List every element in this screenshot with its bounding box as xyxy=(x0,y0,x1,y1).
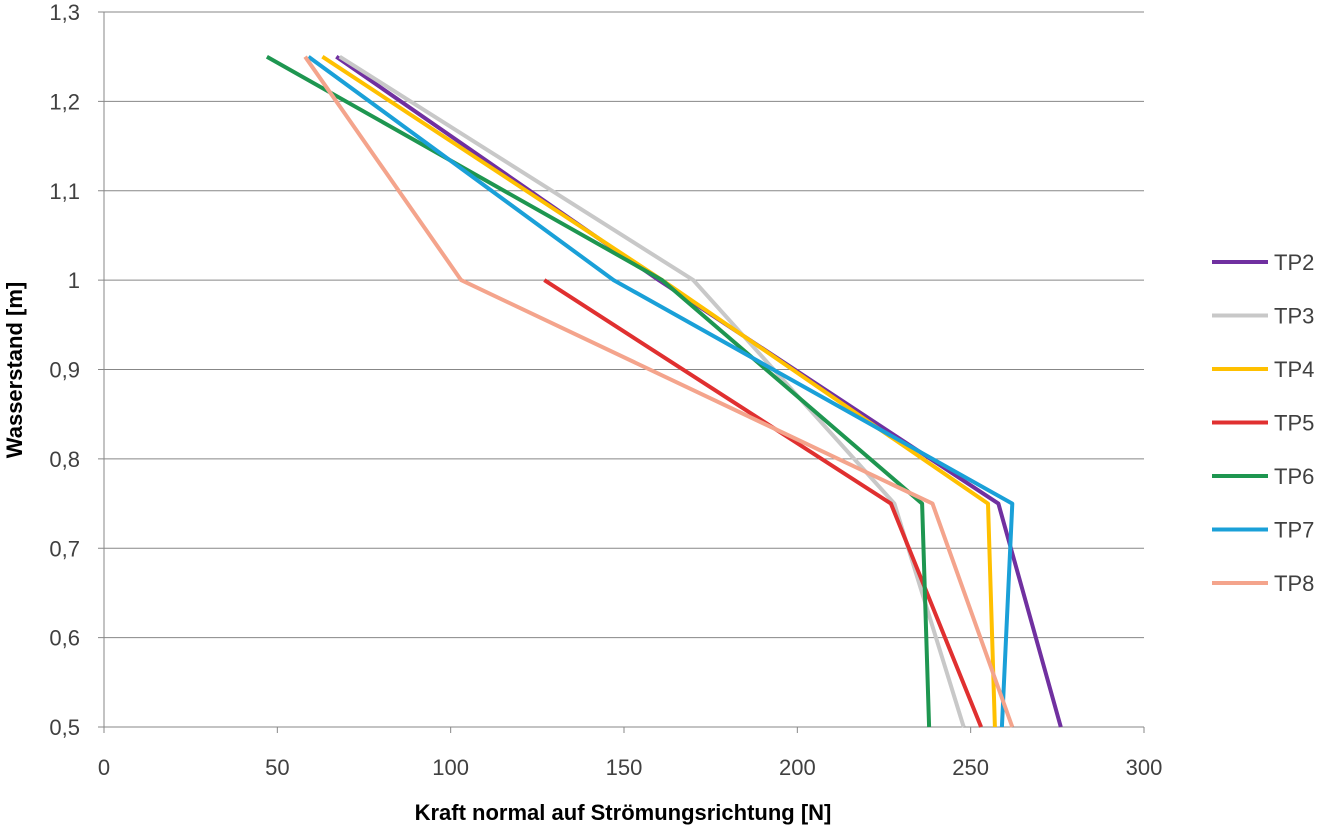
x-tick-label: 200 xyxy=(779,755,816,780)
legend-label-tp6: TP6 xyxy=(1274,464,1314,489)
legend-label-tp7: TP7 xyxy=(1274,518,1314,543)
legend-label-tp3: TP3 xyxy=(1274,304,1314,329)
series-lines xyxy=(265,54,1063,728)
series-line-tp6 xyxy=(265,54,932,728)
x-axis-title: Kraft normal auf Strömungsrichtung [N] xyxy=(415,800,832,825)
y-tick-label: 0,5 xyxy=(49,715,80,740)
y-tick-label: 0,8 xyxy=(49,447,80,472)
series-line-tp5 xyxy=(543,278,983,728)
x-tick-label: 250 xyxy=(952,755,989,780)
x-tick-label: 0 xyxy=(98,755,110,780)
legend-label-tp5: TP5 xyxy=(1274,411,1314,436)
tick-labels: 0,5 0,6 0,7 0,8 0,9 1 1,1 1,2 1,3 0 50 100 150 200 250… xyxy=(49,0,1162,780)
y-tick-label: 0,6 xyxy=(49,626,80,651)
x-tick-label: 300 xyxy=(1126,755,1163,780)
series-line-tp4 xyxy=(321,55,997,728)
legend-label-tp8: TP8 xyxy=(1274,571,1314,596)
legend-label-tp2: TP2 xyxy=(1274,250,1314,275)
y-tick-label: 1 xyxy=(68,268,80,293)
legend: TP2 TP3 TP4 TP5 TP6 TP7 TP8 xyxy=(1212,250,1314,596)
series-line-tp7 xyxy=(307,55,1015,728)
axes xyxy=(98,11,1145,733)
gridlines xyxy=(104,11,1144,639)
y-tick-label: 0,7 xyxy=(49,536,80,561)
y-axis-title: Wasserstand [m] xyxy=(2,282,27,458)
x-tick-label: 50 xyxy=(265,755,289,780)
x-tick-label: 150 xyxy=(606,755,643,780)
y-tick-label: 1,3 xyxy=(49,0,80,25)
y-tick-label: 1,2 xyxy=(49,89,80,114)
y-tick-label: 0,9 xyxy=(49,358,80,383)
series-line-tp8 xyxy=(303,55,1015,728)
series-line-tp3 xyxy=(338,55,966,728)
x-tick-label: 100 xyxy=(432,755,469,780)
y-tick-label: 1,1 xyxy=(49,179,80,204)
legend-label-tp4: TP4 xyxy=(1274,357,1314,382)
